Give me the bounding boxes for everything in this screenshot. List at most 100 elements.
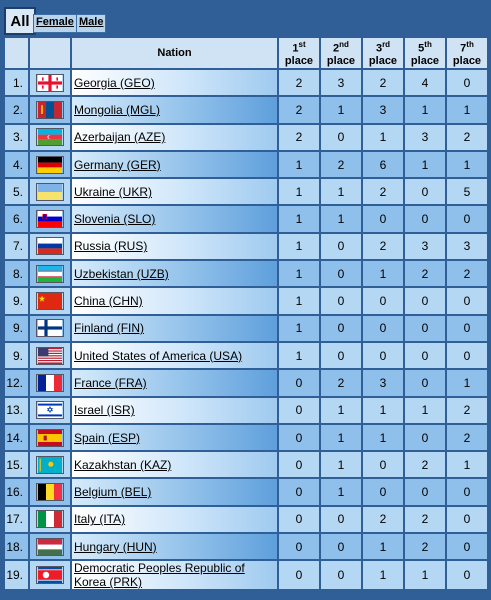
- rank-cell: 8.: [5, 261, 28, 287]
- place-7-cell: 0: [447, 506, 487, 533]
- flag-cell: [30, 315, 70, 341]
- flag-isr-icon: [36, 401, 64, 420]
- nation-link[interactable]: Democratic Peoples Republic of Korea (PR…: [74, 561, 245, 590]
- table-row: 13. Israel (ISR) 0 1 1 1 2: [5, 397, 487, 423]
- rank-cell: 6.: [5, 206, 28, 232]
- place-5-cell: 1: [405, 561, 445, 590]
- place-7-cell: 1: [447, 452, 487, 478]
- place-1-header: 1st place: [279, 38, 319, 68]
- place-3-cell: 1: [363, 397, 403, 423]
- place-3-cell: 1: [363, 534, 403, 560]
- place-2-cell: 2: [321, 151, 361, 178]
- place-5-cell: 3: [405, 124, 445, 150]
- nation-link[interactable]: Russia (RUS): [74, 239, 148, 254]
- flag-usa-icon: [36, 346, 64, 365]
- flag-cell: [30, 124, 70, 150]
- place-2-cell: 0: [321, 561, 361, 590]
- place-3-cell: 0: [363, 452, 403, 478]
- place-7-cell: 0: [447, 479, 487, 505]
- flag-cell: [30, 424, 70, 451]
- place-5-cell: 1: [405, 151, 445, 178]
- tab-female[interactable]: Female: [33, 14, 77, 33]
- place-2-cell: 0: [321, 342, 361, 369]
- table-row: 9. China (CHN) 1 0 0 0 0: [5, 288, 487, 314]
- nation-link[interactable]: United States of America (USA): [74, 348, 243, 363]
- nation-link[interactable]: Georgia (GEO): [74, 75, 155, 90]
- place-5-cell: 0: [405, 315, 445, 341]
- flag-fin-icon: [36, 319, 64, 338]
- place-1-cell: 0: [279, 370, 319, 396]
- place-1-cell: 0: [279, 534, 319, 560]
- nation-link[interactable]: Uzbekistan (UZB): [74, 266, 169, 281]
- table-row: 5. Ukraine (UKR) 1 1 2 0 5: [5, 179, 487, 205]
- place-7-cell: 0: [447, 342, 487, 369]
- place-1-cell: 1: [279, 261, 319, 287]
- place-7-cell: 5: [447, 179, 487, 205]
- place-7-cell: 2: [447, 397, 487, 423]
- nation-cell: Mongolia (MGL): [72, 97, 277, 123]
- flag-cell: [30, 206, 70, 232]
- nation-link[interactable]: Hungary (HUN): [74, 539, 157, 554]
- flag-ger-icon: [36, 155, 64, 174]
- place-2-cell: 1: [321, 424, 361, 451]
- place-2-cell: 0: [321, 506, 361, 533]
- place-3-cell: 0: [363, 479, 403, 505]
- place-5-cell: 0: [405, 288, 445, 314]
- flag-fra-icon: [36, 373, 64, 392]
- flag-cell: [30, 97, 70, 123]
- nation-link[interactable]: Belgium (BEL): [74, 485, 152, 500]
- flag-cell: [30, 261, 70, 287]
- nation-link[interactable]: Italy (ITA): [74, 512, 126, 527]
- nation-link[interactable]: Kazakhstan (KAZ): [74, 457, 172, 472]
- table-row: 17. Italy (ITA) 0 0 2 2 0: [5, 506, 487, 533]
- flag-header: [30, 38, 70, 68]
- flag-chn-icon: [36, 292, 64, 311]
- table-body: 1. Georgia (GEO) 2 3 2 4 0 2. Mongolia (MGL) 2 1 3 1…: [5, 70, 487, 590]
- place-1-cell: 0: [279, 424, 319, 451]
- table-row: 9. Finland (FIN) 1 0 0 0 0: [5, 315, 487, 341]
- flag-bel-icon: [36, 483, 64, 502]
- nation-link[interactable]: Israel (ISR): [74, 403, 135, 418]
- nation-link[interactable]: Ukraine (UKR): [74, 184, 153, 199]
- place-2-cell: 1: [321, 452, 361, 478]
- table-row: 7. Russia (RUS) 1 0 2 3 3: [5, 233, 487, 260]
- nation-cell: Kazakhstan (KAZ): [72, 452, 277, 478]
- medal-table: Nation 1st place 2nd place 3rd place 5th pla…: [3, 36, 489, 591]
- place-1-cell: 0: [279, 397, 319, 423]
- nation-cell: Azerbaijan (AZE): [72, 124, 277, 150]
- place-5-cell: 0: [405, 206, 445, 232]
- nation-link[interactable]: China (CHN): [74, 294, 143, 309]
- nation-link[interactable]: Spain (ESP): [74, 430, 141, 445]
- flag-cell: [30, 370, 70, 396]
- place-2-cell: 0: [321, 534, 361, 560]
- place-5-cell: 2: [405, 506, 445, 533]
- table-header-row: Nation 1st place 2nd place 3rd place 5th pla…: [5, 38, 487, 68]
- nation-cell: Spain (ESP): [72, 424, 277, 451]
- place-3-cell: 2: [363, 506, 403, 533]
- place-7-cell: 2: [447, 261, 487, 287]
- nation-link[interactable]: Mongolia (MGL): [74, 102, 161, 117]
- place-3-cell: 0: [363, 315, 403, 341]
- place-1-cell: 0: [279, 506, 319, 533]
- nation-cell: Israel (ISR): [72, 397, 277, 423]
- tab-all[interactable]: All: [4, 7, 36, 35]
- nation-link[interactable]: France (FRA): [74, 375, 147, 390]
- nation-cell: Georgia (GEO): [72, 70, 277, 96]
- place-1-cell: 1: [279, 151, 319, 178]
- rank-cell: 15.: [5, 452, 28, 478]
- table-row: 19. Democratic Peoples Republic of Korea …: [5, 561, 487, 590]
- place-1-cell: 0: [279, 452, 319, 478]
- table-row: 14. Spain (ESP) 0 1 1 0 2: [5, 424, 487, 451]
- place-7-header: 7th place: [447, 38, 487, 68]
- tab-male[interactable]: Male: [76, 14, 107, 33]
- flag-cell: [30, 233, 70, 260]
- flag-aze-icon: [36, 128, 64, 147]
- flag-cell: [30, 452, 70, 478]
- nation-link[interactable]: Finland (FIN): [74, 321, 145, 336]
- nation-link[interactable]: Slovenia (SLO): [74, 212, 156, 227]
- nation-link[interactable]: Germany (GER): [74, 157, 161, 172]
- place-1-cell: 0: [279, 561, 319, 590]
- nation-link[interactable]: Azerbaijan (AZE): [74, 130, 166, 145]
- place-3-cell: 3: [363, 97, 403, 123]
- flag-geo-icon: [36, 73, 64, 92]
